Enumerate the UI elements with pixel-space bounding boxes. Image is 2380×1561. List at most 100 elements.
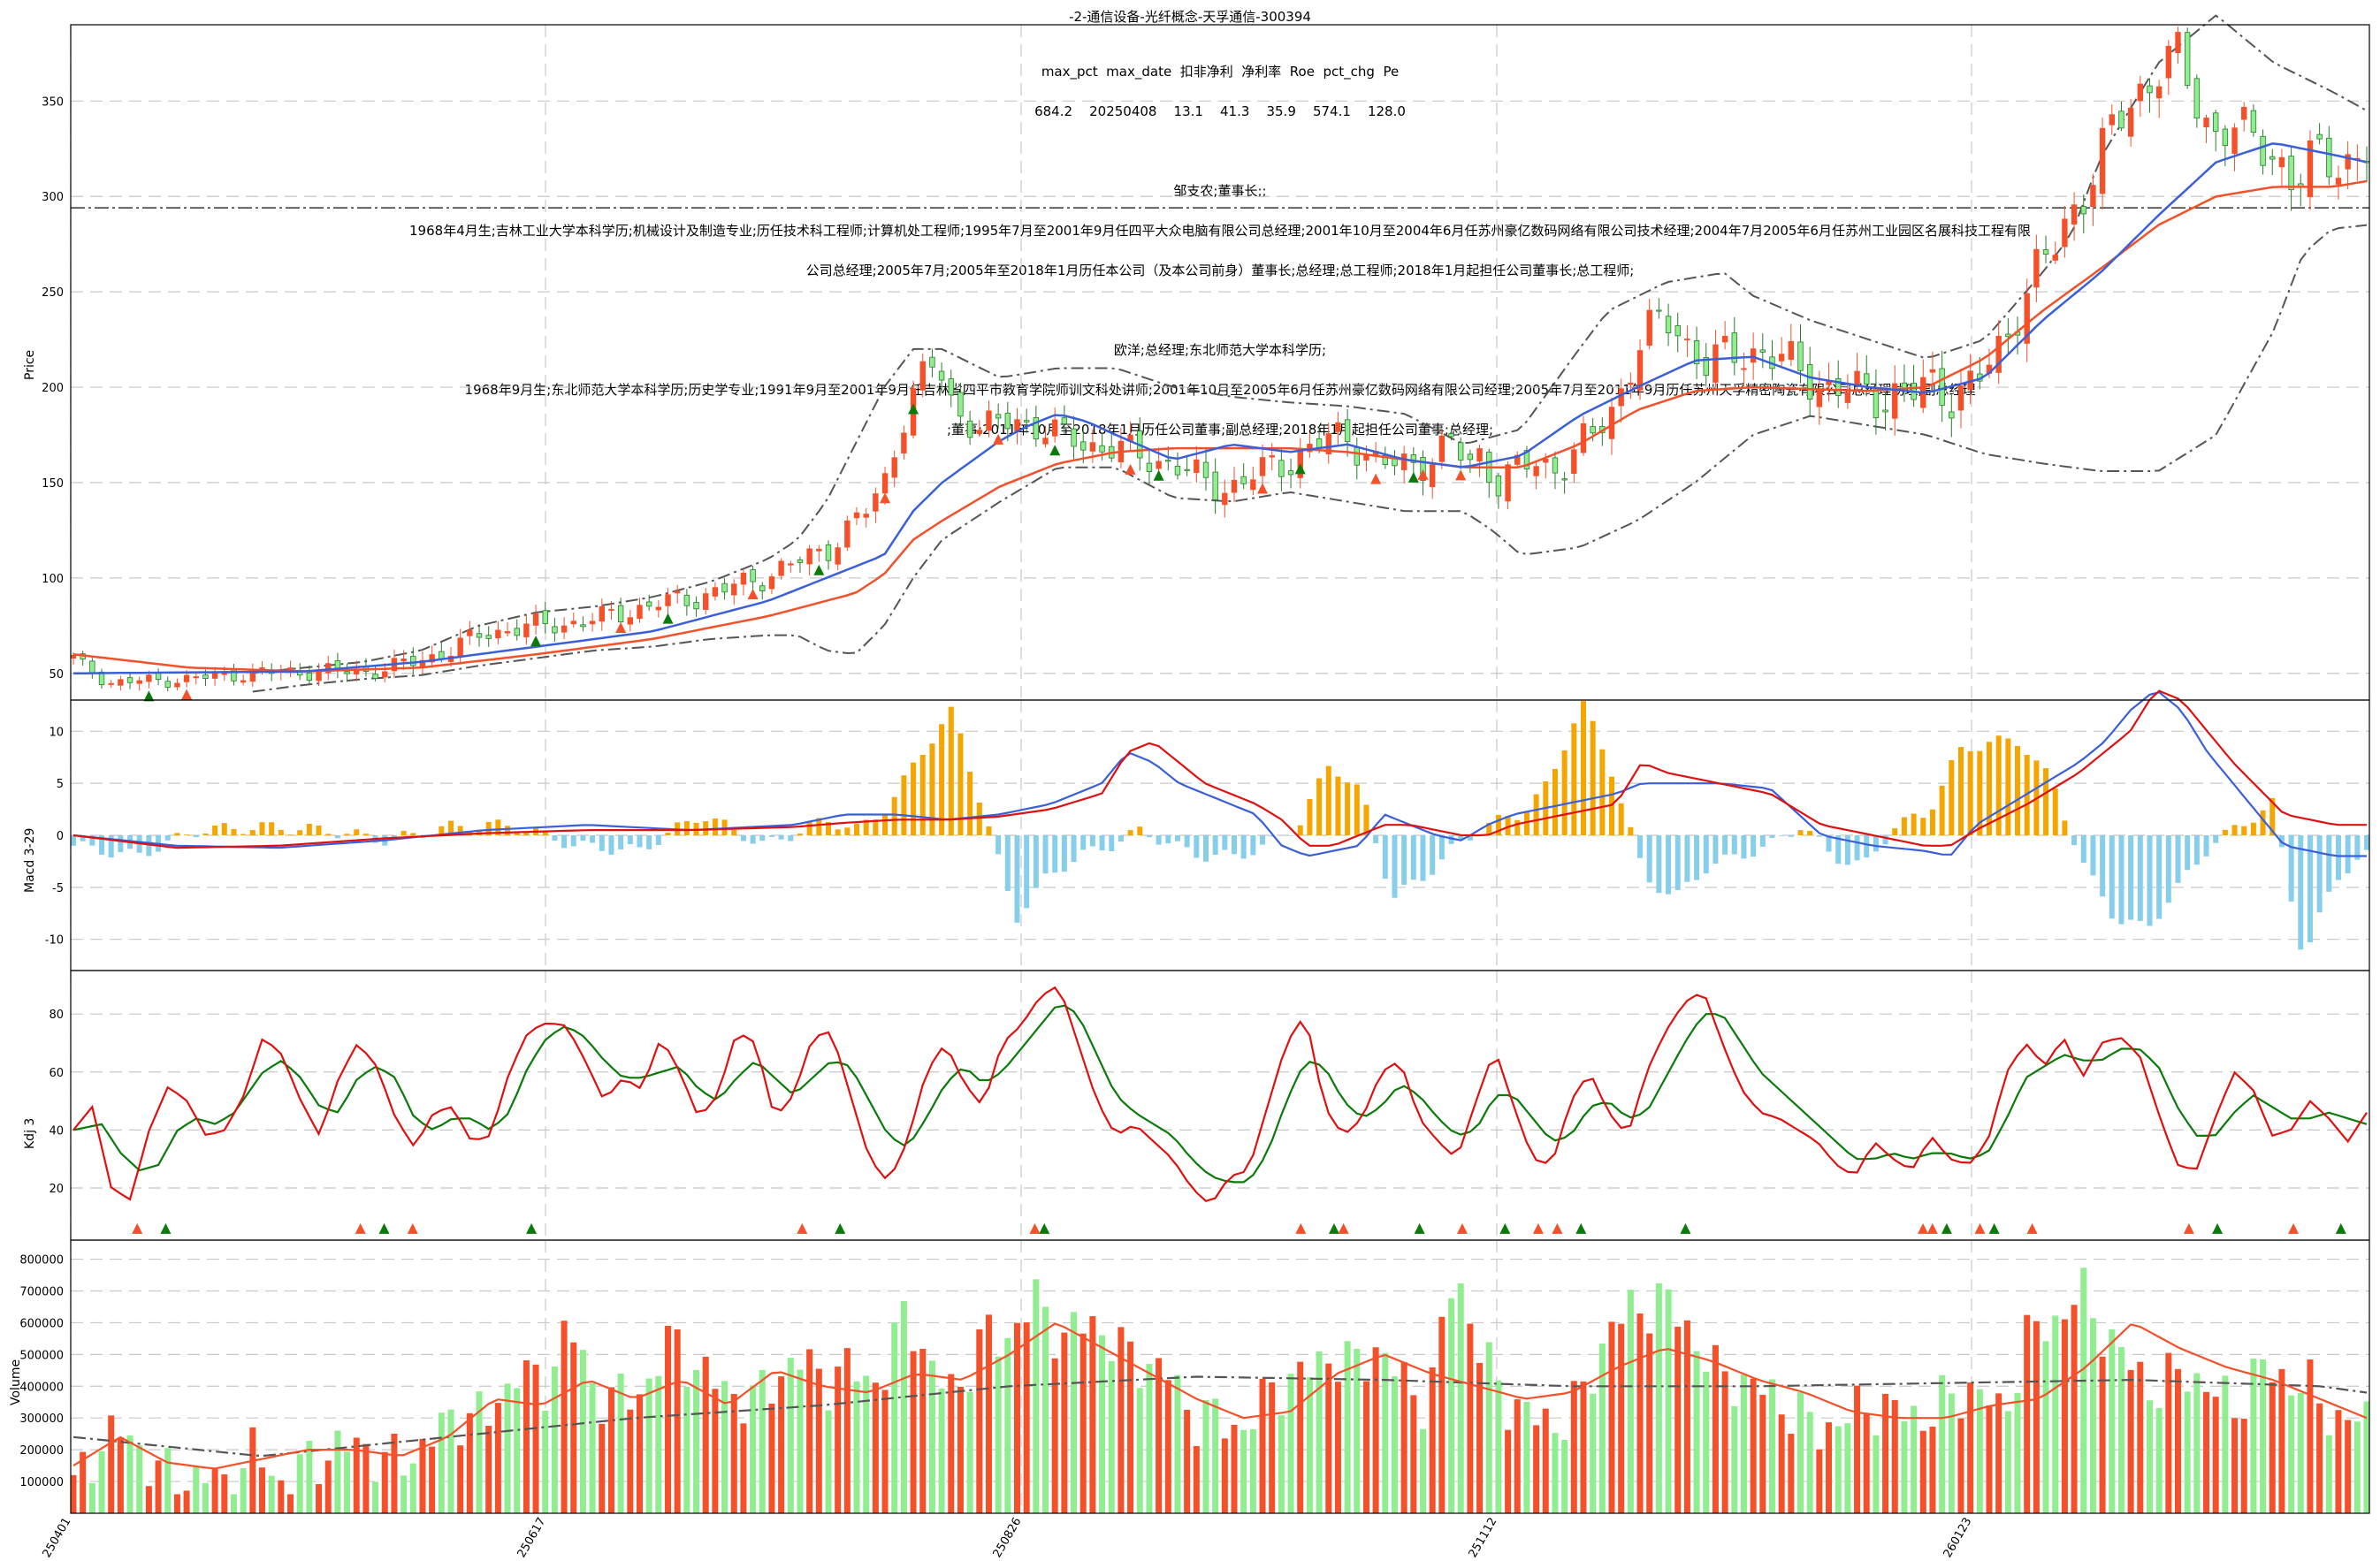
volume-bar <box>655 1375 662 1513</box>
volume-bar <box>835 1367 842 1513</box>
macd-hist-bar <box>99 835 105 855</box>
macd-hist-bar <box>1080 835 1087 850</box>
volume-bar <box>806 1349 813 1513</box>
macd-hist-bar <box>240 834 247 835</box>
volume-bar <box>2127 1369 2134 1513</box>
volume-bar <box>1646 1333 1653 1513</box>
volume-bar <box>2222 1375 2229 1513</box>
macd-hist-bar <box>618 835 624 849</box>
price-ytick: 250 <box>42 286 64 300</box>
macd-hist-bar <box>1118 835 1124 842</box>
volume-bar <box>2288 1395 2295 1513</box>
volume-bar <box>1929 1427 1936 1513</box>
macd-ytick: 5 <box>57 778 64 791</box>
candle-body <box>825 544 832 561</box>
macd-hist-bar <box>561 835 568 849</box>
kdj-ytick: 20 <box>49 1183 64 1196</box>
volume-bar <box>778 1376 785 1513</box>
macd-hist-bar <box>2316 835 2323 913</box>
buy-marker-red <box>615 621 627 633</box>
candle-body <box>797 559 804 563</box>
volume-bar <box>1552 1433 1559 1513</box>
kdj-marker-red <box>2183 1222 2194 1234</box>
macd-hist-bar <box>2033 760 2040 835</box>
volume-bar <box>561 1321 568 1513</box>
volume-bar <box>2184 1391 2191 1513</box>
volume-bar <box>1231 1424 1238 1513</box>
macd-hist-bar <box>1222 835 1228 850</box>
macd-hist-bar <box>1240 835 1247 859</box>
volume-bar <box>665 1325 672 1513</box>
chairman-title: 邹支农;董事长;; <box>1173 183 1267 199</box>
gm-bio-line2: ;董事;2011年10月至2018年1月历任公司董事;副总经理;2018年1月起… <box>946 422 1494 438</box>
volume-bar <box>1118 1327 1125 1513</box>
macd-hist-bar <box>127 835 133 849</box>
candle-body <box>561 625 568 633</box>
volume-bar <box>815 1368 822 1513</box>
volume-bar <box>579 1350 586 1513</box>
kdj-marker-red <box>1338 1222 1349 1234</box>
volume-bar <box>447 1409 454 1513</box>
candle-body <box>306 672 313 682</box>
volume-bar <box>1372 1347 1379 1513</box>
candle-body <box>278 671 285 674</box>
volume-bar <box>183 1490 190 1513</box>
macd-dea-line <box>72 689 2367 849</box>
kdj-marker-red <box>132 1222 143 1234</box>
candle-body <box>532 613 539 626</box>
macd-hist-bar <box>89 835 95 846</box>
macd-hist-bar <box>1288 835 1294 836</box>
candle-body <box>750 569 756 583</box>
macd-hist-bar <box>675 822 681 835</box>
volume-bar <box>2099 1356 2106 1513</box>
macd-hist-bar <box>136 835 142 853</box>
candle-body <box>1146 462 1153 472</box>
volume-bar <box>466 1413 473 1513</box>
volume-ytick: 200000 <box>19 1444 64 1458</box>
volume-bar <box>1882 1393 1889 1513</box>
macd-panel-frame <box>70 699 2370 971</box>
gm-bio-line1: 1968年9月生;东北师范大学本科学历;历史学专业;1991年9月至2001年9… <box>464 382 1976 398</box>
macd-hist-bar <box>552 835 558 841</box>
candle-body <box>325 663 332 674</box>
macd-hist-bar <box>1448 835 1454 844</box>
buy-marker-green <box>813 564 825 575</box>
macd-hist-bar <box>2278 835 2285 848</box>
kdj-d-line <box>72 1004 2368 1184</box>
macd-hist-bar <box>2071 835 2078 846</box>
macd-hist-bar <box>1401 835 1407 885</box>
kdj-marker-red <box>355 1222 366 1234</box>
macd-hist-bar <box>1212 835 1218 855</box>
company-info-block: max_pct max_date 扣非净利 净利率 Roe pct_chg Pe… <box>71 39 2369 463</box>
volume-ytick: 700000 <box>19 1285 64 1298</box>
volume-bar <box>1570 1381 1577 1513</box>
volume-bar <box>98 1451 105 1513</box>
volume-bar <box>1703 1371 1710 1513</box>
volume-bar <box>1278 1415 1285 1513</box>
volume-bar <box>391 1433 398 1513</box>
macd-hist-bar <box>1438 835 1445 860</box>
macd-hist-bar <box>590 835 596 843</box>
volume-ma-short <box>72 1322 2368 1470</box>
macd-hist-bar <box>297 830 303 835</box>
macd-hist-bar <box>477 829 483 835</box>
buy-marker-green <box>1407 471 1419 483</box>
macd-hist-bar <box>1571 723 1577 835</box>
volume-bar <box>1712 1344 1719 1513</box>
macd-hist-bar <box>825 822 831 835</box>
macd-hist-bar <box>1911 813 1917 835</box>
candle-body <box>457 637 463 657</box>
macd-hist-bar <box>2185 835 2191 871</box>
volume-bar <box>2203 1391 2210 1513</box>
volume-bar <box>1683 1320 1690 1513</box>
candle-body <box>523 623 530 637</box>
candle-body <box>608 608 614 611</box>
kdj-marker-green <box>1328 1222 1339 1234</box>
macd-hist-bar <box>1901 817 1907 835</box>
volume-bar <box>2004 1411 2011 1513</box>
volume-bar <box>1221 1438 1228 1513</box>
macd-hist-bar <box>759 835 766 841</box>
macd-hist-bar <box>419 835 425 839</box>
volume-bar <box>928 1360 935 1513</box>
